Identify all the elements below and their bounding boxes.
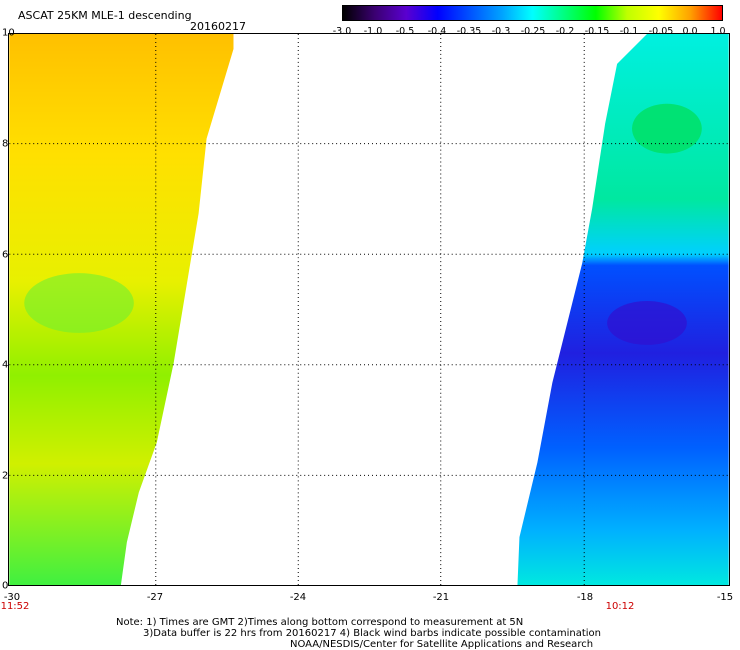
colorbar-label: 1.0 — [710, 26, 726, 37]
colorbar-label: -0.35 — [456, 26, 482, 37]
swath-time-east: 10:12 — [605, 601, 635, 612]
y-tick-label: 8 — [2, 138, 9, 150]
colorbar-label: -0.2 — [555, 26, 575, 37]
y-tick-label: 6 — [2, 249, 9, 261]
y-tick-label: 0 — [2, 580, 9, 592]
x-tick-label: -21 — [432, 592, 450, 603]
map-title: ASCAT 25KM MLE-1 descending — [18, 9, 192, 22]
x-tick-label: -18 — [576, 592, 594, 603]
x-tick-label: -30 — [3, 592, 21, 603]
colorbar-label: -0.4 — [427, 26, 447, 37]
y-tick-label: 4 — [2, 359, 9, 371]
colorbar-label: -0.1 — [619, 26, 639, 37]
map-plot — [8, 33, 730, 586]
footer-credit: NOAA/NESDIS/Center for Satellite Applica… — [290, 639, 594, 650]
east-dark-patch — [607, 301, 687, 345]
colorbar-label: -0.25 — [520, 26, 546, 37]
colorbar-label: -0.5 — [395, 26, 415, 37]
x-tick-label: -27 — [146, 592, 164, 603]
x-tick-label: -15 — [716, 592, 734, 603]
colorbar — [342, 5, 723, 21]
swath-time-west: 11:52 — [0, 601, 30, 612]
east-green-patch — [632, 103, 702, 154]
footer-note-2: 3)Data buffer is 22 hrs from 20160217 4)… — [143, 628, 601, 639]
colorbar-label: -0.15 — [584, 26, 610, 37]
colorbar-label: -1.0 — [363, 26, 383, 37]
y-tick-label: 10 — [2, 27, 15, 39]
x-tick-label: -24 — [289, 592, 307, 603]
west-green-patch — [24, 273, 134, 333]
colorbar-label: -0.05 — [648, 26, 674, 37]
y-tick-label: 2 — [2, 470, 9, 482]
colorbar-label: 0.0 — [682, 26, 698, 37]
grid-lines — [9, 34, 729, 585]
footer-note-1: Note: 1) Times are GMT 2)Times along bot… — [116, 617, 524, 628]
colorbar-label: -0.3 — [491, 26, 511, 37]
colorbar-label: -3.0 — [332, 26, 352, 37]
map-date: 20160217 — [190, 20, 246, 33]
